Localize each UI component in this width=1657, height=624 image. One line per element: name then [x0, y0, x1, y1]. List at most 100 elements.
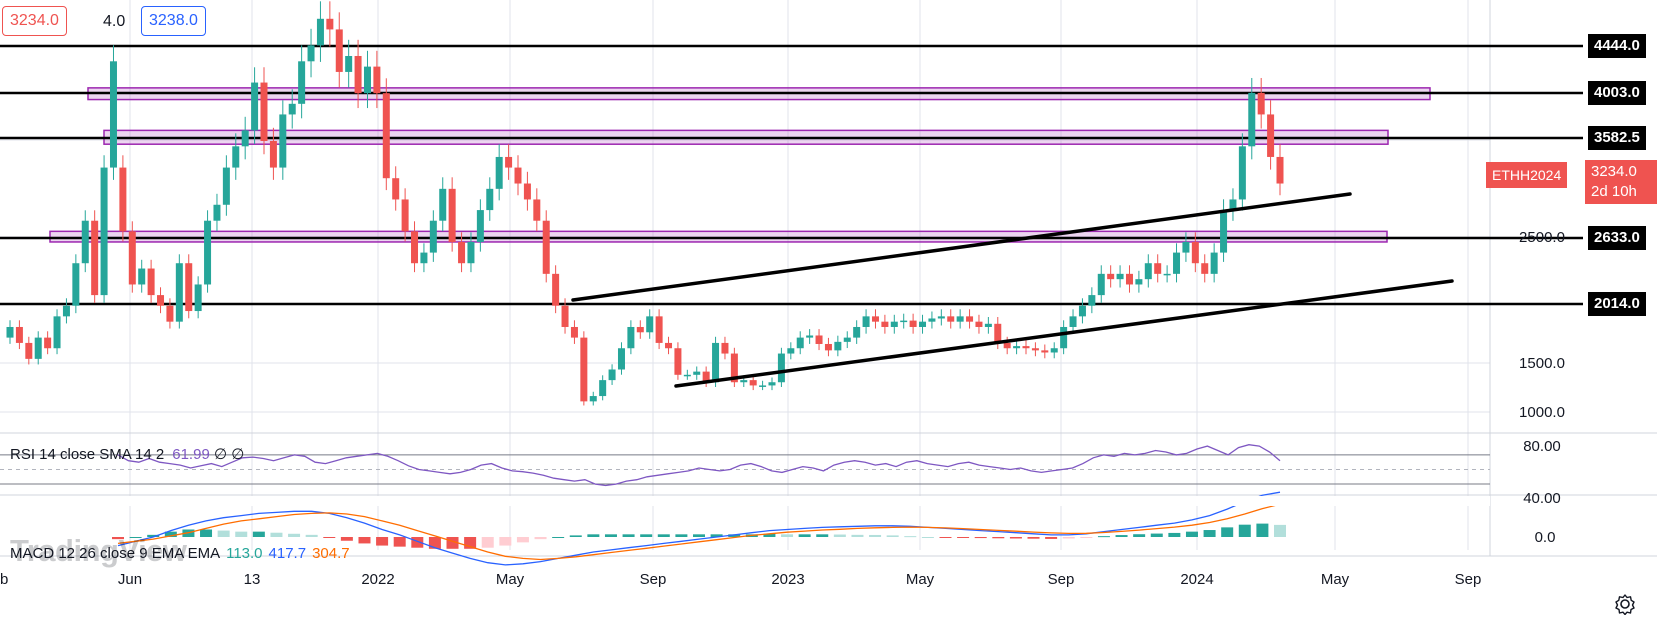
- candle-body-71: [674, 348, 682, 375]
- candle-body-99: [937, 316, 945, 319]
- candle-body-114: [1078, 305, 1086, 317]
- candle-body-74: [702, 371, 710, 383]
- candle-body-51: [486, 188, 494, 211]
- macd-hist-bar-12: [323, 537, 336, 538]
- time-tick-1: Jun: [118, 571, 142, 588]
- macd-hist-bar-15: [376, 537, 389, 546]
- time-tick-0: eb: [0, 571, 8, 588]
- candle-body-79: [749, 380, 757, 386]
- candle-body-131: [1238, 146, 1246, 200]
- macd-hist-bar-14: [358, 537, 371, 544]
- candle-body-15: [147, 268, 155, 296]
- candle-body-134: [1267, 114, 1275, 157]
- macd-hist-bar-42: [851, 534, 864, 537]
- candle-body-12: [119, 167, 127, 232]
- settings-button[interactable]: [1612, 592, 1638, 616]
- candle-body-9: [91, 220, 99, 296]
- rsi-tick-0: 80.00: [1523, 438, 1561, 455]
- macd-hist-bar-49: [974, 537, 987, 539]
- candle-body-50: [476, 210, 484, 242]
- macd-hist-bar-10: [288, 533, 301, 537]
- buy-price-button[interactable]: 3238.0: [141, 6, 206, 36]
- candle-body-87: [824, 343, 832, 351]
- macd-hist-bar-6: [217, 530, 230, 537]
- horizontal-levels: [0, 44, 1583, 306]
- macd-hist-bar-41: [833, 534, 846, 537]
- candle-body-113: [1069, 316, 1077, 327]
- candle-body-129: [1220, 210, 1228, 253]
- candle-body-69: [655, 316, 663, 343]
- candle-body-128: [1210, 252, 1218, 274]
- candle-body-63: [599, 380, 607, 397]
- macd-hist-bar-34: [710, 534, 723, 537]
- time-tick-7: May: [906, 571, 935, 588]
- macd-tick-0: 0.0: [1535, 529, 1556, 546]
- candle-body-33: [316, 18, 324, 46]
- candle-body-116: [1097, 273, 1105, 296]
- candle-body-66: [627, 326, 635, 349]
- price-zone-2: [49, 230, 1388, 243]
- macd-hist-bar-17: [411, 537, 424, 548]
- candle-body-42: [401, 199, 409, 232]
- macd-hist-bar-56: [1097, 536, 1110, 538]
- candle-body-32: [307, 45, 315, 62]
- macd-hist-bar-52: [1027, 537, 1040, 539]
- candle-body-25: [241, 130, 249, 147]
- time-tick-4: May: [496, 571, 525, 588]
- macd-hist-bar-63: [1221, 527, 1234, 537]
- macd-hist-bar-47: [939, 537, 952, 538]
- candle-body-115: [1088, 295, 1096, 306]
- macd-hist-bar-8: [252, 531, 265, 537]
- candle-body-38: [363, 66, 371, 94]
- level-tag-0: 4444.0: [1588, 34, 1646, 58]
- macd-hist-bar-43: [869, 534, 882, 537]
- macd-hist-value: 113.0: [226, 545, 263, 562]
- price-axis: 1000.0 1500.0 2500.0 80.00 40.00 0.0: [1519, 229, 1565, 546]
- macd-title: MACD 12 26 close 9 EMA EMA: [10, 545, 221, 562]
- candle-body-83: [787, 348, 795, 354]
- candle-body-58: [552, 273, 560, 306]
- macd-hist-bar-39: [798, 534, 811, 537]
- macd-hist-bar-54: [1062, 537, 1075, 539]
- candle-body-84: [796, 337, 804, 349]
- rsi-title: RSI 14 close SMA 14 2: [10, 446, 165, 463]
- candle-body-88: [834, 341, 842, 351]
- macd-signal-value: 304.7: [312, 545, 350, 562]
- candle-body-4: [44, 337, 52, 349]
- macd-hist-bar-44: [886, 535, 899, 537]
- macd-legend[interactable]: MACD 12 26 close 9 EMA EMA 113.0 417.7 304.…: [10, 545, 350, 562]
- macd-hist-bar-38: [781, 534, 794, 537]
- candle-body-23: [222, 167, 230, 205]
- candle-body-53: [505, 156, 513, 168]
- candle-body-103: [975, 321, 983, 327]
- candle-body-8: [81, 220, 89, 264]
- candle-body-49: [467, 241, 475, 264]
- sell-price-button[interactable]: 3234.0: [2, 6, 67, 36]
- rsi-extra: ∅ ∅: [213, 446, 245, 463]
- candle-body-92: [871, 316, 879, 322]
- macd-hist-bar-11: [305, 534, 318, 537]
- chart-grid: [0, 0, 1657, 557]
- candle-body-127: [1201, 263, 1209, 274]
- candle-body-26: [251, 82, 259, 131]
- symbol-tag: ETHH2024: [1486, 162, 1568, 188]
- candle-body-18: [175, 263, 183, 322]
- rsi-legend[interactable]: RSI 14 close SMA 14 2 61.99 ∅ ∅: [10, 445, 244, 463]
- candle-body-5: [53, 316, 61, 349]
- candle-body-19: [185, 263, 193, 312]
- macd-hist-bar-21: [481, 537, 494, 548]
- candle-body-14: [138, 268, 146, 285]
- macd-pane: [0, 491, 1490, 566]
- candle-body-54: [514, 167, 522, 184]
- candle-body-130: [1229, 199, 1237, 211]
- candle-body-0: [6, 326, 14, 338]
- candle-body-81: [768, 382, 776, 386]
- price-tick-0: 1000.0: [1519, 404, 1565, 421]
- candle-body-61: [580, 337, 588, 402]
- candle-body-48: [458, 241, 466, 264]
- candle-body-27: [260, 82, 268, 142]
- time-tick-9: 2024: [1180, 571, 1213, 588]
- macd-hist-bar-37: [763, 533, 776, 537]
- macd-signal-line: [117, 503, 1281, 561]
